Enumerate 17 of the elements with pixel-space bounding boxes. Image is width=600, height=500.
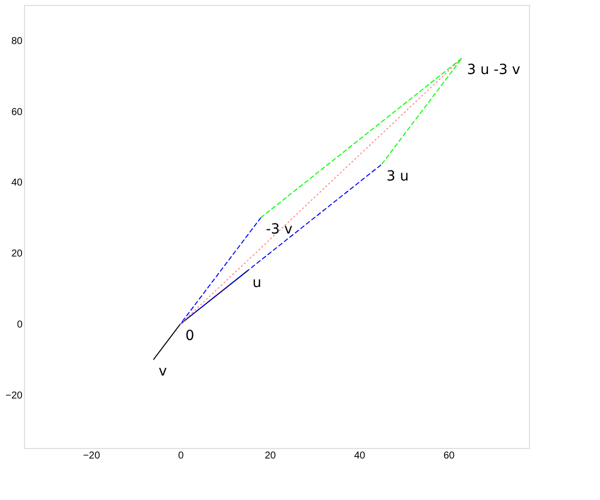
y-tick-label: −20 xyxy=(6,390,23,402)
annotation: 3 u -3 v xyxy=(466,62,520,78)
x-tick-label: 0 xyxy=(178,450,184,462)
y-tick-label: 80 xyxy=(11,36,23,47)
annotation: v xyxy=(158,363,167,380)
x-tick-label: 40 xyxy=(354,450,366,462)
annotation: 0 xyxy=(185,328,194,344)
annotation: -3 v xyxy=(266,222,293,238)
x-tick-label: −20 xyxy=(83,450,100,462)
annotation: 3 u xyxy=(386,168,409,184)
annotation: u xyxy=(252,274,262,291)
x-tick-label: 20 xyxy=(264,450,276,462)
y-tick-label: 60 xyxy=(11,106,23,118)
y-tick-label: 20 xyxy=(11,248,23,260)
x-tick-label: 60 xyxy=(443,450,456,462)
y-tick-label: 40 xyxy=(11,178,23,189)
y-tick-label: 0 xyxy=(16,319,23,330)
